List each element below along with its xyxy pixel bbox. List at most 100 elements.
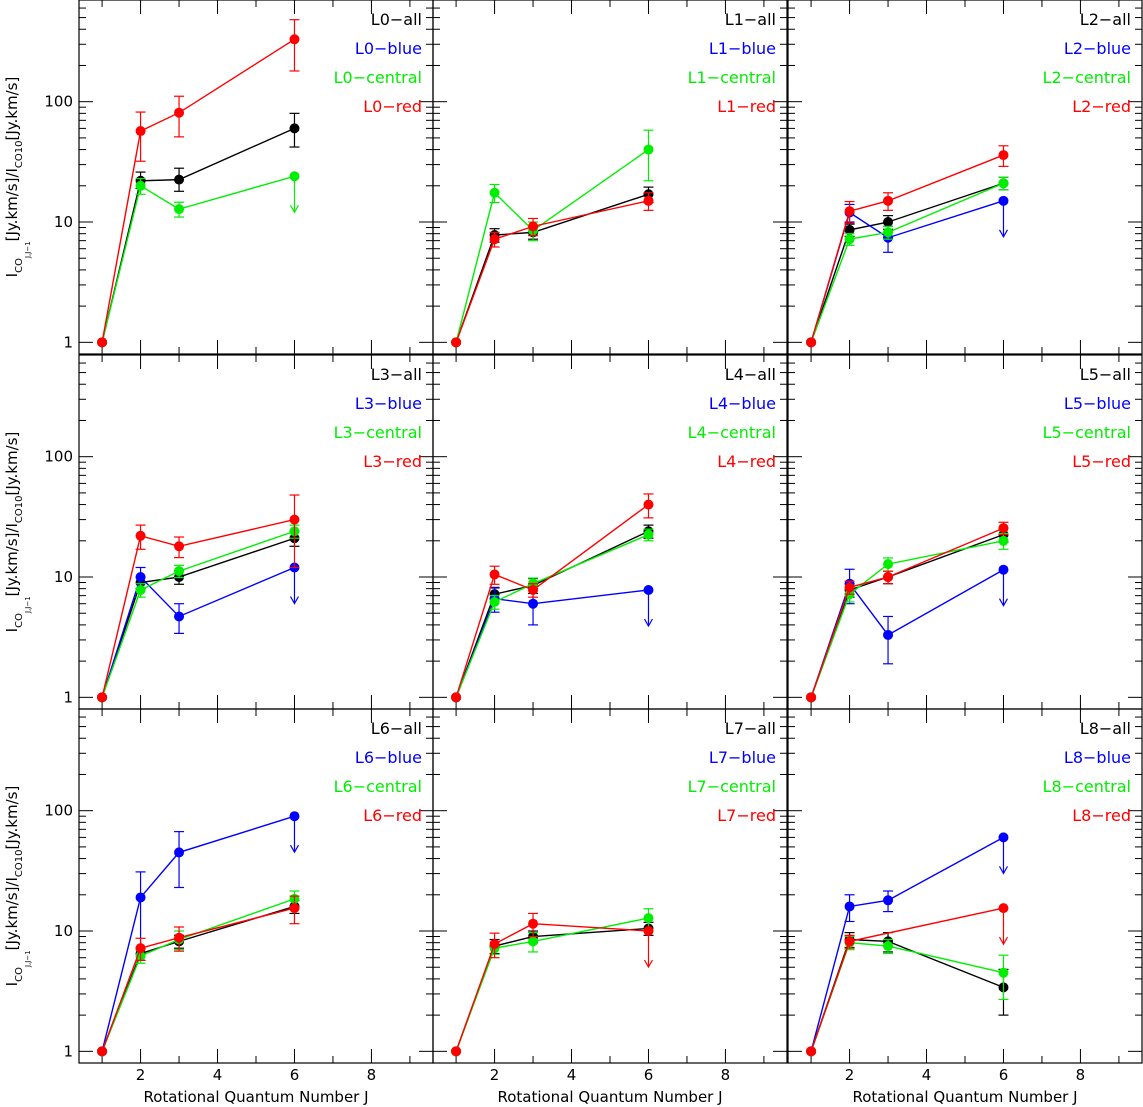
legend-entry: L7−red: [717, 806, 776, 825]
series-line: [810, 938, 1004, 1052]
data-point: [883, 895, 894, 906]
y-tick-label: 100: [44, 448, 73, 466]
series-line: [455, 504, 649, 698]
series-line: [455, 200, 649, 343]
data-point: [998, 150, 1009, 161]
legend-entry: L6−central: [334, 777, 422, 796]
series-l1-central: [451, 129, 654, 348]
legend-entry: L6−blue: [355, 748, 422, 767]
legend-entry: L5−blue: [1064, 394, 1131, 413]
data-point: [643, 499, 654, 510]
upper-limit-point: [643, 926, 654, 937]
data-point: [998, 178, 1009, 189]
legend-entry: L4−blue: [709, 394, 776, 413]
legend-entry: L8−all: [1080, 719, 1131, 738]
axis-ticks: [433, 0, 787, 354]
axis-ticks: [79, 0, 433, 354]
series-l3-red: [97, 494, 300, 703]
data-point: [528, 918, 539, 929]
series-l8-blue: [806, 832, 1009, 1057]
data-point: [174, 174, 185, 185]
y-axis-title-part: CO: [14, 258, 25, 273]
x-tick-label: 4: [213, 1066, 223, 1084]
y-axis-title-part: I: [3, 273, 21, 277]
legend-entry: L5−central: [1043, 423, 1131, 442]
axis-ticks: [433, 354, 787, 709]
series-l2-blue: [806, 195, 1009, 348]
data-point: [883, 217, 894, 228]
y-tick-label: 1: [63, 333, 73, 351]
series-l6-red: [97, 895, 300, 1057]
y-tick-label: 1: [63, 1042, 73, 1060]
panel-l3: 1 10 100 L3−all L3−blue L3−central L3−red: [44, 354, 434, 710]
upper-limit-point: [998, 903, 1009, 914]
x-axis-title: Rotational Quantum Number J: [143, 1088, 368, 1106]
series-line: [455, 533, 649, 698]
data-point: [451, 1046, 462, 1057]
y-axis-title-part: [Jy.km/s]: [3, 77, 21, 141]
series-line: [810, 154, 1004, 343]
data-point: [489, 938, 500, 949]
series-line: [101, 907, 295, 1052]
data-point: [135, 180, 146, 191]
legend-entry: L7−blue: [709, 748, 776, 767]
data-point: [135, 126, 146, 137]
y-axis-title-part: CO: [14, 862, 25, 877]
x-axis-title: Rotational Quantum Number J: [852, 1088, 1077, 1106]
data-point: [806, 337, 817, 348]
legend-entry: L6−red: [363, 806, 422, 825]
data-point: [289, 123, 300, 134]
legend-entry: L4−red: [717, 452, 776, 471]
y-axis-title-part: [Jy.km/s]/I: [3, 877, 21, 950]
data-point: [643, 144, 654, 155]
legend-entry: L5−red: [1072, 452, 1131, 471]
series-line: [101, 898, 295, 1052]
series-line: [810, 527, 1004, 698]
legend-entry: L8−blue: [1064, 748, 1131, 767]
y-axis-title-part: J,J−1: [24, 241, 32, 259]
legend-entry: L1−blue: [709, 39, 776, 58]
panel-l0: 1 10 100 L0−all L0−blue L0−central L0−red: [44, 0, 434, 355]
x-tick-label: 4: [922, 1066, 932, 1084]
y-tick-label: 100: [44, 93, 73, 111]
data-point: [998, 523, 1009, 534]
series-line: [455, 927, 649, 1052]
y-axis-title-part: [Jy.km/s]: [3, 432, 21, 496]
series-line: [455, 917, 649, 1052]
y-axis-title-part: J,J−1: [24, 950, 32, 968]
panel-l7: 2 4 6 8 L7−all L7−blue L7−central L7−red: [432, 708, 788, 1084]
data-point: [489, 234, 500, 245]
series-l6-central: [97, 890, 300, 1057]
legend-entry: L1−all: [725, 10, 776, 29]
legend-entry: L8−red: [1072, 806, 1131, 825]
data-point: [289, 514, 300, 525]
y-axis-title: ICOJ,J−1[Jy.km/s]/ICO10[Jy.km/s]: [3, 432, 32, 633]
legend-entry: L3−red: [363, 452, 422, 471]
legend-entry: L0−red: [363, 97, 422, 116]
series-l5-blue: [806, 564, 1009, 703]
upper-limit-arrowhead: [289, 596, 299, 605]
legend-entry: L4−central: [688, 423, 776, 442]
legend-entry: L7−central: [688, 777, 776, 796]
data-point: [643, 529, 654, 540]
y-tick-label: 1: [63, 688, 73, 706]
legend-entry: L6−all: [371, 719, 422, 738]
series-l8-red: [806, 903, 1009, 1057]
y-axis-title: ICOJ,J−1[Jy.km/s]/ICO10[Jy.km/s]: [3, 77, 32, 278]
series-line: [455, 530, 649, 698]
axis-ticks: [79, 354, 433, 709]
data-point: [844, 206, 855, 217]
y-tick-label: 10: [54, 213, 73, 231]
data-point: [174, 566, 185, 577]
series-line: [810, 569, 1004, 698]
panel-grid: 1 10 100 L0−all L0−blue L0−central L0−red L1−al…: [44, 0, 1143, 1084]
x-tick-label: 4: [567, 1066, 577, 1084]
series-line: [810, 182, 1004, 343]
axis-ticks: [433, 708, 787, 1063]
series-line: [810, 182, 1004, 343]
upper-limit-point: [289, 171, 300, 182]
series-l2-all: [806, 176, 1009, 348]
legend-entry: L7−all: [725, 719, 776, 738]
data-point: [174, 611, 185, 622]
y-axis-title-part: 10: [14, 140, 25, 153]
